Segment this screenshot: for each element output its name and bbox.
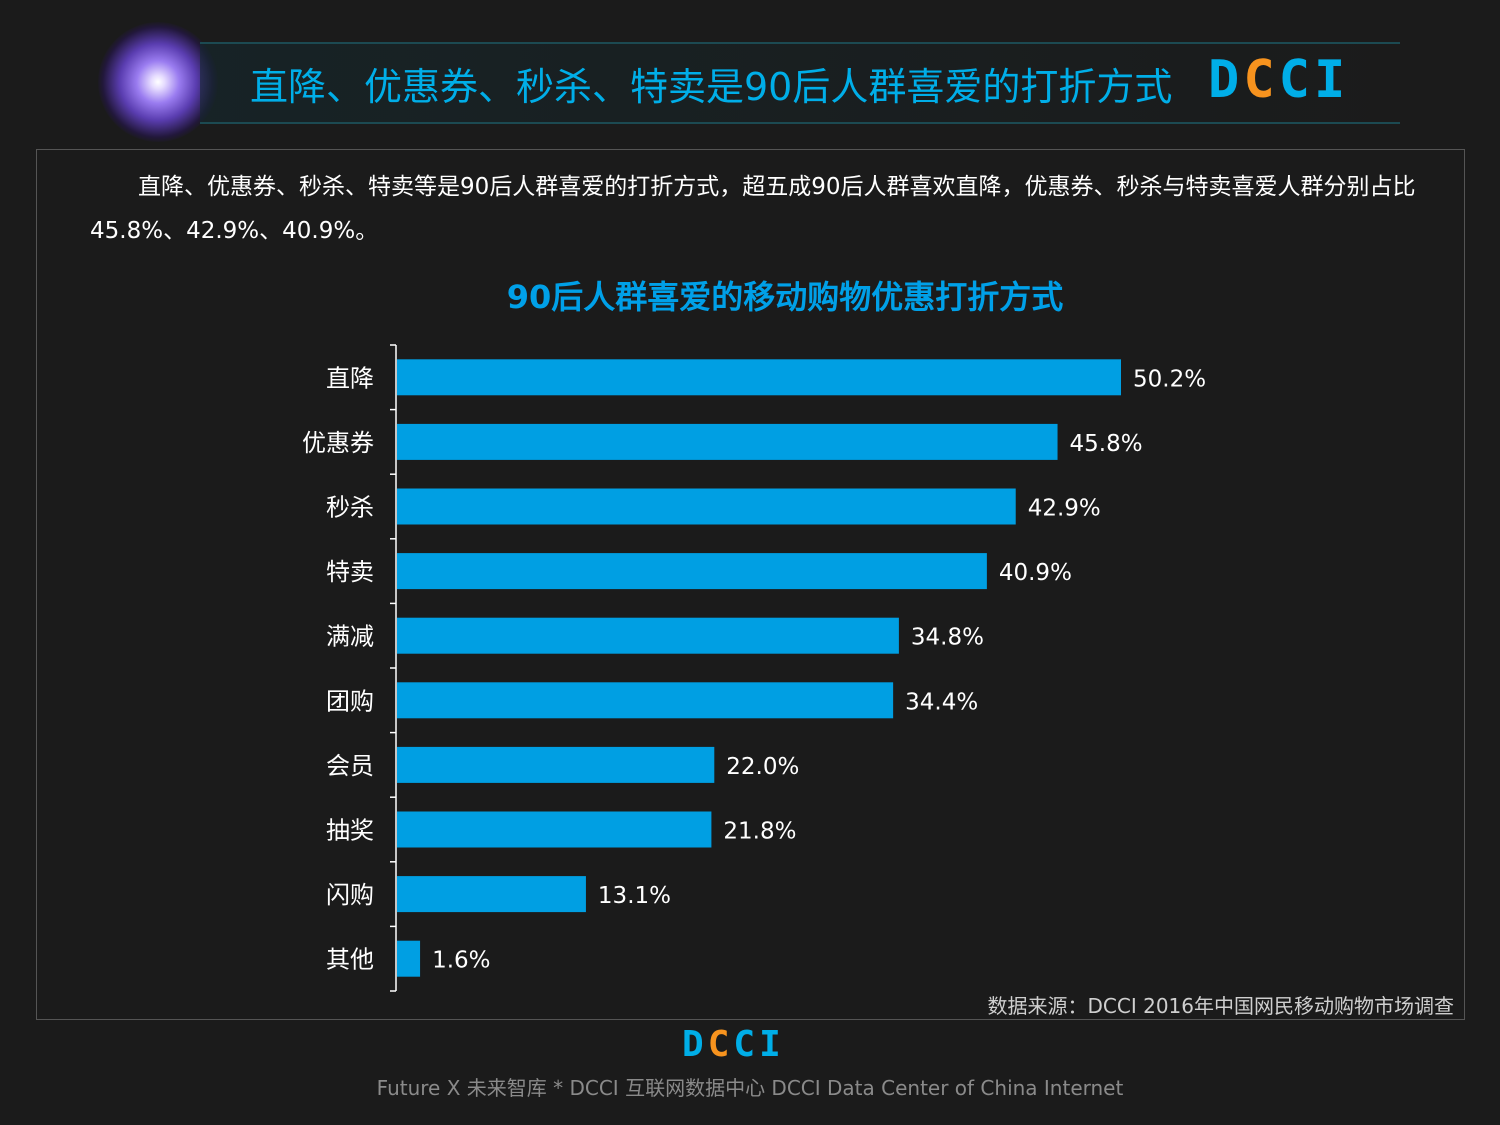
intro-text: 直降、优惠券、秒杀、特卖等是90后人群喜爱的打折方式，超五成90后人群喜欢直降，… <box>90 174 1416 244</box>
bar-6 <box>397 746 715 783</box>
category-label: 会员 <box>326 752 374 780</box>
data-label: 13.1% <box>598 883 671 909</box>
bar-3 <box>397 553 987 590</box>
data-label: 1.6% <box>432 948 490 974</box>
category-label: 优惠券 <box>302 429 374 457</box>
bar-4 <box>397 617 899 654</box>
data-label: 45.8% <box>1070 431 1143 457</box>
data-label: 40.9% <box>999 560 1072 586</box>
category-label: 团购 <box>326 687 374 715</box>
bar-5 <box>397 682 894 719</box>
data-label: 34.8% <box>911 625 984 651</box>
data-label: 34.4% <box>905 689 978 715</box>
bar-1 <box>397 423 1058 460</box>
dcci-logo: DCCI <box>1208 50 1350 110</box>
category-label: 秒杀 <box>326 494 374 522</box>
bar-2 <box>397 488 1016 525</box>
data-label: 22.0% <box>726 754 799 780</box>
footer-logo: DCCI <box>682 1024 785 1065</box>
footer-text: Future X 未来智库 * DCCI 互联网数据中心 DCCI Data C… <box>376 1076 1124 1100</box>
bar-8 <box>397 876 586 913</box>
category-label: 其他 <box>326 946 374 974</box>
chart-title: 90后人群喜爱的移动购物优惠打折方式 <box>506 278 1064 316</box>
data-label: 21.8% <box>723 819 796 845</box>
category-label: 特卖 <box>326 558 374 586</box>
category-label: 抽奖 <box>326 817 374 845</box>
category-label: 闪购 <box>326 881 374 909</box>
source-note: 数据来源：DCCI 2016年中国网民移动购物市场调查 <box>987 994 1454 1018</box>
bar-0 <box>397 359 1121 396</box>
page-title: 直降、优惠券、秒杀、特卖是90后人群喜爱的打折方式 <box>250 65 1173 109</box>
data-label: 42.9% <box>1028 496 1101 522</box>
starburst-decoration <box>98 22 218 142</box>
bar-7 <box>397 811 712 848</box>
category-label: 满减 <box>326 623 374 651</box>
data-label: 50.2% <box>1133 366 1206 392</box>
category-label: 直降 <box>326 364 374 392</box>
bar-9 <box>397 940 421 977</box>
content-panel <box>36 149 1465 1020</box>
title-band <box>200 42 1400 124</box>
